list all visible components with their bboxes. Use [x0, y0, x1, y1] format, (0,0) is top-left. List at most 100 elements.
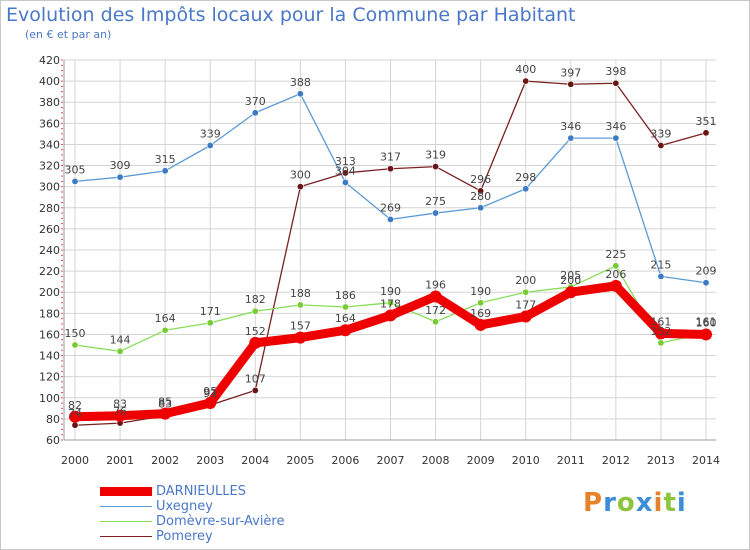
data-label-uxegney-2013: 215: [650, 258, 671, 271]
data-label-dom-vre-sur-avi-re-2012: 225: [605, 248, 626, 261]
data-label-darnieulles-2008: 196: [425, 278, 446, 291]
legend-label-domevre: Domèvre-sur-Avière: [156, 514, 285, 529]
point-darnieulles-2002: [159, 407, 172, 420]
data-label-pomerey-2004: 107: [245, 372, 266, 385]
logo-letter: P: [583, 488, 604, 518]
data-label-pomerey-2011: 397: [560, 66, 581, 79]
x-tick-label-2011: 2011: [557, 454, 585, 467]
point-uxegney-2009: [477, 204, 485, 212]
point-pomerey-2007: [386, 165, 394, 173]
point-uxegney-2008: [432, 209, 440, 217]
data-label-dom-vre-sur-avi-re-2007: 190: [380, 285, 401, 298]
point-darnieulles-2010: [519, 310, 532, 323]
y-tick-label-420: 420: [39, 54, 60, 67]
point-uxegney-2001: [116, 173, 124, 181]
data-labels: 305 309 315 339 370 388 304 269 275 280 298 346 346 2…: [65, 63, 717, 420]
data-label-uxegney-2000: 305: [65, 163, 86, 176]
logo-letter: i: [676, 488, 687, 518]
data-label-uxegney-2001: 309: [110, 159, 131, 172]
point-uxegney-2014: [702, 279, 710, 287]
chart-subtitle: (en € et par an): [25, 28, 112, 41]
data-label-darnieulles-2009: 169: [470, 307, 491, 320]
logo-letter: i: [653, 488, 664, 518]
data-label-dom-vre-sur-avi-re-2008: 172: [425, 304, 446, 317]
point-darnieulles-2003: [204, 397, 217, 410]
point-darnieulles-2013: [654, 327, 667, 340]
data-label-pomerey-2010: 400: [515, 63, 536, 76]
point-uxegney-2004: [251, 109, 259, 117]
data-label-pomerey-2014: 351: [696, 115, 717, 128]
logo-letter: r: [603, 488, 617, 518]
point-pomerey-2010: [522, 77, 530, 85]
data-label-dom-vre-sur-avi-re-2013: 152: [650, 325, 671, 338]
data-label-darnieulles-2011: 200: [560, 274, 581, 287]
x-tick-label-2010: 2010: [512, 454, 540, 467]
point-pomerey-2005: [296, 183, 304, 191]
point-uxegney-2012: [612, 134, 620, 142]
legend-label-pomerey: Pomerey: [156, 529, 213, 544]
x-tick-label-2001: 2001: [106, 454, 134, 467]
y-tick-label-120: 120: [39, 371, 60, 384]
point-pomerey-2008: [432, 163, 440, 171]
legend-swatch-pomerey: [100, 536, 152, 537]
x-tick-label-2006: 2006: [331, 454, 359, 467]
data-label-pomerey-2006: 313: [335, 155, 356, 168]
point-dom-vre-sur-avi-re-2004: [251, 307, 259, 315]
point-dom-vre-sur-avi-re-2008: [432, 318, 440, 326]
data-label-uxegney-2008: 275: [425, 195, 446, 208]
data-label-darnieulles-2002: 85: [158, 396, 172, 409]
data-label-uxegney-2009: 280: [470, 190, 491, 203]
data-label-dom-vre-sur-avi-re-2000: 150: [65, 327, 86, 340]
data-label-darnieulles-2004: 152: [245, 325, 266, 338]
y-tick-label-180: 180: [39, 307, 60, 320]
point-pomerey-2000: [71, 421, 79, 429]
data-label-darnieulles-2006: 164: [335, 312, 356, 325]
data-label-pomerey-2001: 76: [113, 405, 127, 418]
point-uxegney-2000: [71, 177, 79, 185]
point-darnieulles-2012: [609, 279, 622, 292]
point-dom-vre-sur-avi-re-2007: [386, 299, 394, 307]
legend-swatch-darnieulles: [100, 487, 152, 496]
legend-swatch-uxegney: [100, 506, 152, 507]
x-tick-label-2012: 2012: [602, 454, 630, 467]
logo-letter: o: [616, 488, 636, 518]
point-uxegney-2006: [341, 178, 349, 186]
legend-swatch-domevre: [100, 521, 152, 522]
data-label-uxegney-2003: 339: [200, 128, 221, 141]
point-pomerey-2004: [251, 386, 259, 394]
chart-title: Evolution des Impôts locaux pour la Comm…: [6, 4, 576, 26]
data-label-uxegney-2002: 315: [155, 153, 176, 166]
point-dom-vre-sur-avi-re-2002: [161, 326, 169, 334]
data-label-pomerey-2003: 93: [203, 387, 217, 400]
data-label-darnieulles-2005: 157: [290, 320, 311, 333]
logo-letter: x: [635, 488, 654, 518]
point-pomerey-2012: [612, 79, 620, 87]
axes: 60 80 100 120 140 160 180 200 220 240 260 280 300 320…: [39, 54, 720, 467]
y-tick-label-400: 400: [39, 75, 60, 88]
y-tick-label-280: 280: [39, 202, 60, 215]
point-pomerey-2013: [657, 142, 665, 150]
data-label-dom-vre-sur-avi-re-2009: 190: [470, 285, 491, 298]
data-label-dom-vre-sur-avi-re-2005: 188: [290, 287, 311, 300]
data-label-dom-vre-sur-avi-re-2014: 161: [696, 315, 717, 328]
point-uxegney-2003: [206, 142, 214, 150]
point-dom-vre-sur-avi-re-2013: [657, 339, 665, 347]
data-label-dom-vre-sur-avi-re-2006: 186: [335, 289, 356, 302]
data-label-darnieulles-2010: 177: [515, 299, 536, 312]
y-tick-label-140: 140: [39, 350, 60, 363]
y-tick-label-320: 320: [39, 160, 60, 173]
y-tick-label-380: 380: [39, 96, 60, 109]
data-label-pomerey-2009: 296: [470, 173, 491, 186]
y-tick-label-60: 60: [46, 434, 60, 447]
data-label-dom-vre-sur-avi-re-2003: 171: [200, 305, 221, 318]
point-pomerey-2006: [341, 169, 349, 177]
x-tick-label-2014: 2014: [692, 454, 720, 467]
y-tick-label-260: 260: [39, 223, 60, 236]
data-label-pomerey-2005: 300: [290, 169, 311, 182]
point-dom-vre-sur-avi-re-2001: [116, 347, 124, 355]
x-tick-label-2005: 2005: [286, 454, 314, 467]
x-tick-label-2008: 2008: [422, 454, 450, 467]
point-uxegney-2007: [386, 215, 394, 223]
